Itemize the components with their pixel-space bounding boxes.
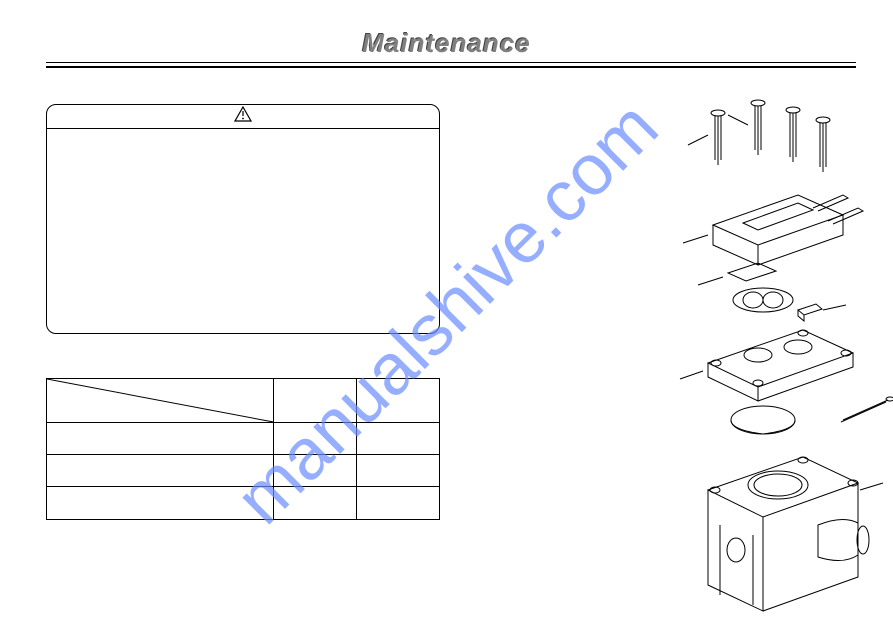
screw-icon: [711, 110, 725, 165]
table-row: [47, 423, 439, 455]
table-cell: [357, 455, 439, 486]
table-header-cell: [47, 379, 274, 422]
insert-plate-part: [728, 263, 776, 281]
pump-body-part: [708, 457, 869, 611]
table-row: [47, 455, 439, 487]
table-cell: [274, 455, 356, 486]
exploded-diagram: [658, 95, 893, 615]
table-cell: [47, 423, 274, 454]
table-header-cell: [357, 379, 439, 422]
table-cell: [47, 487, 274, 519]
diaphragm-part: [731, 406, 795, 434]
warning-box-header: [47, 105, 439, 129]
warning-box: [46, 104, 440, 334]
maintenance-table: [46, 378, 440, 520]
screw-icon: [751, 100, 765, 155]
top-cover-part: [713, 195, 863, 265]
table-row: [47, 379, 439, 423]
header-rule-thick: [46, 66, 856, 68]
side-screw-part: [841, 397, 893, 422]
screw-icon: [786, 107, 800, 162]
table-cell: [47, 455, 274, 486]
table-cell: [357, 487, 439, 519]
valve-cap-part: [798, 304, 822, 321]
table-cell: [274, 487, 356, 519]
table-cell: [274, 423, 356, 454]
header-rule-thin: [46, 62, 856, 63]
warning-triangle-icon: [234, 106, 252, 127]
table-header-cell: [274, 379, 356, 422]
gasket-part: [733, 288, 793, 312]
valve-plate-part: [708, 330, 853, 401]
screw-icon: [816, 117, 830, 172]
diagonal-divider-icon: [47, 379, 273, 422]
table-cell: [357, 423, 439, 454]
page-title: Maintenance: [362, 28, 531, 58]
table-row: [47, 487, 439, 519]
page-header: Maintenance: [0, 28, 893, 59]
